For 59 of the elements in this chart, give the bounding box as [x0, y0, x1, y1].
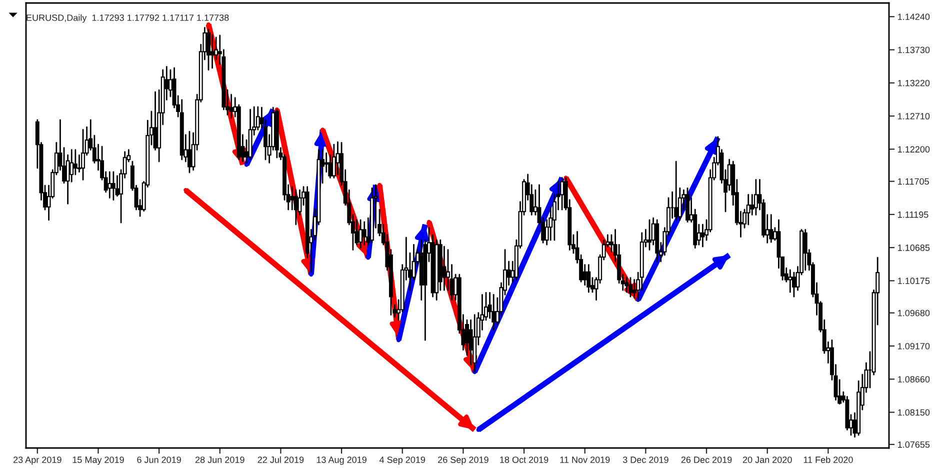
candlestick [560, 177, 564, 210]
candlestick [210, 34, 214, 69]
x-tick-label: 22 Jul 2019 [258, 456, 304, 463]
x-tick-label: 15 May 2019 [72, 456, 124, 465]
candlestick [803, 229, 808, 271]
candlestick [362, 221, 366, 246]
candlestick [290, 186, 294, 210]
x-tick-label: 28 Jun 2019 [196, 456, 244, 463]
x-tick-label: 6 Jun 2019 [137, 456, 181, 463]
candlestick [492, 294, 496, 330]
x-tick-label: 26 Sep 2019 [438, 456, 488, 465]
x-tick-label: 20 Jan 2020 [742, 456, 792, 463]
candlestick [70, 149, 74, 182]
candlestick [754, 179, 758, 216]
candlestick [111, 171, 116, 201]
candlestick [187, 130, 192, 174]
candlestick [648, 219, 652, 251]
candlestick [628, 277, 632, 298]
candlestick [674, 160, 678, 221]
x-tick-label: 23 Apr 2019 [14, 456, 62, 465]
candlestick [294, 189, 298, 226]
candlestick [153, 91, 158, 151]
candlestick [206, 28, 210, 71]
candlestick [792, 272, 796, 298]
y-tick-label: 1.10685 [898, 244, 930, 251]
x-tick-label: 11 Feb 2020 [804, 456, 853, 463]
candlestick [788, 269, 792, 293]
y-tick-label: 1.09680 [898, 310, 930, 316]
y-tick-label: 1.11705 [898, 178, 929, 185]
y-tick-label: 1.10175 [898, 278, 930, 284]
x-tick-label: 13 Aug 2019 [316, 456, 366, 465]
x-tick-label: 26 Dec 2019 [681, 456, 732, 463]
y-tick-label: 1.08660 [898, 376, 930, 382]
x-tick-label: 3 Dec 2019 [622, 456, 668, 463]
y-tick-label: 1.07655 [898, 441, 930, 448]
text: EURUSD,Daily 1.17293 1.17792 1.17117 1.17738 [26, 14, 229, 23]
y-tick-label: 1.09170 [898, 342, 930, 350]
candlestick [332, 144, 336, 178]
candlestick [81, 128, 86, 180]
candlestick [328, 154, 332, 178]
y-tick-label: 1.12710 [898, 113, 930, 120]
candlestick [73, 149, 78, 176]
y-tick-label: 1.08150 [898, 409, 930, 416]
x-tick-label: 11 Nov 2019 [560, 456, 610, 463]
candlestick [442, 246, 446, 291]
candlestick [586, 264, 591, 293]
candlestick [700, 224, 705, 248]
candlestick [769, 214, 774, 243]
candlestick [108, 171, 112, 199]
candlestick [229, 94, 234, 119]
y-tick-label: 1.13220 [898, 80, 930, 86]
x-tick-label: 18 Oct 2019 [500, 456, 548, 463]
candlestick [746, 194, 750, 226]
candlestick [358, 219, 363, 249]
y-tick-label: 1.12200 [898, 146, 930, 153]
x-tick-label: 4 Sep 2019 [379, 456, 426, 465]
y-tick-label: 1.13730 [898, 46, 930, 54]
y-tick-label: 1.11195 [898, 211, 928, 218]
y-tick-label: 1.14240 [898, 14, 930, 20]
